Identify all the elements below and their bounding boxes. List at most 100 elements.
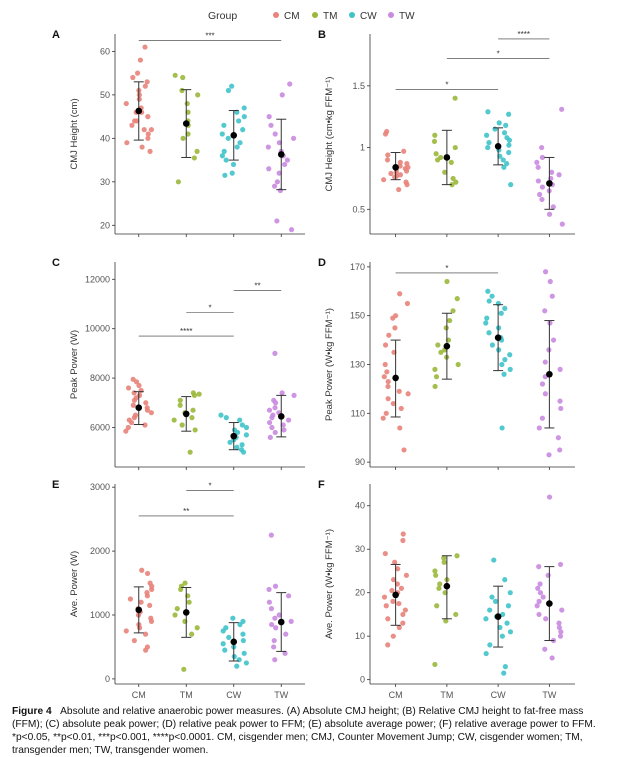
- data-point: [266, 586, 272, 593]
- data-point: [285, 593, 292, 599]
- data-point: [148, 127, 155, 133]
- data-point: [558, 629, 564, 635]
- significance-label: ****: [518, 30, 530, 39]
- data-point: [380, 415, 386, 421]
- series-cw: [220, 615, 249, 669]
- data-point: [432, 366, 438, 372]
- data-point: [390, 633, 396, 639]
- mean-point: [135, 107, 143, 115]
- legend-label-cm: CM: [284, 11, 300, 22]
- data-point: [229, 83, 235, 89]
- data-point: [219, 153, 225, 159]
- data-point: [222, 647, 228, 653]
- data-point: [241, 114, 247, 120]
- data-point: [196, 391, 202, 397]
- data-point: [489, 342, 496, 348]
- data-point: [558, 405, 564, 412]
- data-point: [145, 135, 151, 141]
- mean-point: [443, 582, 451, 590]
- data-point: [142, 44, 148, 50]
- data-point: [172, 612, 178, 618]
- data-point: [434, 157, 441, 163]
- data-point: [130, 74, 136, 81]
- data-point: [269, 415, 275, 421]
- mean-point: [182, 609, 190, 616]
- data-point: [534, 159, 540, 165]
- data-point: [557, 561, 564, 568]
- series-cw: [219, 83, 247, 178]
- y-tick-label: 6000: [90, 422, 110, 432]
- data-point: [268, 606, 275, 612]
- x-tick-label: TM: [440, 690, 453, 700]
- data-point: [272, 131, 278, 137]
- data-point: [392, 174, 398, 180]
- y-tick-label: 12000: [85, 274, 110, 284]
- series-cw: [483, 557, 514, 676]
- data-point: [144, 570, 151, 577]
- data-point: [501, 164, 507, 170]
- data-point: [138, 387, 144, 394]
- data-point: [218, 412, 224, 418]
- data-point: [396, 624, 402, 631]
- data-point: [502, 577, 508, 583]
- data-point: [506, 137, 513, 143]
- data-point: [500, 157, 506, 163]
- data-point: [276, 612, 282, 618]
- data-point: [499, 425, 505, 431]
- data-point: [288, 227, 295, 233]
- significance-label: *: [208, 304, 211, 313]
- data-point: [273, 625, 279, 631]
- data-point: [382, 361, 388, 368]
- y-axis-label: CMJ Height (cm): [69, 98, 80, 169]
- data-point: [234, 663, 240, 669]
- panel-letter: C: [52, 257, 60, 269]
- data-point: [136, 96, 142, 102]
- data-point: [131, 390, 137, 396]
- data-point: [444, 278, 450, 285]
- data-point: [450, 308, 456, 314]
- y-tick-label: 8000: [90, 373, 110, 383]
- data-point: [447, 317, 453, 324]
- data-point: [402, 607, 408, 613]
- legend-item-tw: TW: [388, 11, 415, 22]
- data-point: [290, 135, 297, 141]
- series-tm: [172, 72, 201, 185]
- data-point: [272, 657, 278, 663]
- data-point: [547, 278, 553, 285]
- data-point: [139, 567, 145, 573]
- data-point: [545, 572, 551, 578]
- data-point: [147, 602, 153, 609]
- data-point: [143, 400, 149, 406]
- data-point: [535, 585, 541, 591]
- data-point: [389, 587, 395, 594]
- data-point: [227, 439, 233, 445]
- data-point: [142, 83, 148, 89]
- data-point: [536, 564, 542, 570]
- y-tick-label: 0: [360, 675, 365, 685]
- data-point: [539, 184, 546, 190]
- y-tick-label: 0.5: [352, 204, 365, 214]
- data-point: [123, 428, 129, 434]
- data-point: [123, 100, 129, 107]
- y-tick-label: 10000: [85, 324, 110, 334]
- significance-label: **: [183, 507, 189, 516]
- data-point: [559, 221, 565, 227]
- y-tick-label: 3000: [90, 482, 110, 492]
- series-tm: [431, 95, 459, 188]
- data-point: [194, 148, 200, 154]
- y-axis-label: CMJ Height (cm•kg FFM⁻¹): [324, 77, 335, 192]
- significance-label: *: [208, 481, 211, 490]
- data-point: [557, 447, 563, 453]
- series-cw: [483, 288, 513, 431]
- series-cm: [380, 291, 411, 453]
- data-point: [400, 537, 406, 544]
- mean-point: [392, 591, 399, 599]
- series-cm: [123, 567, 155, 653]
- data-point: [266, 166, 272, 172]
- mean-point: [392, 374, 399, 382]
- data-point: [550, 337, 557, 343]
- data-point: [274, 218, 280, 224]
- y-tick-label: 40: [355, 501, 365, 511]
- panel-letter: B: [318, 29, 326, 41]
- data-point: [546, 211, 553, 217]
